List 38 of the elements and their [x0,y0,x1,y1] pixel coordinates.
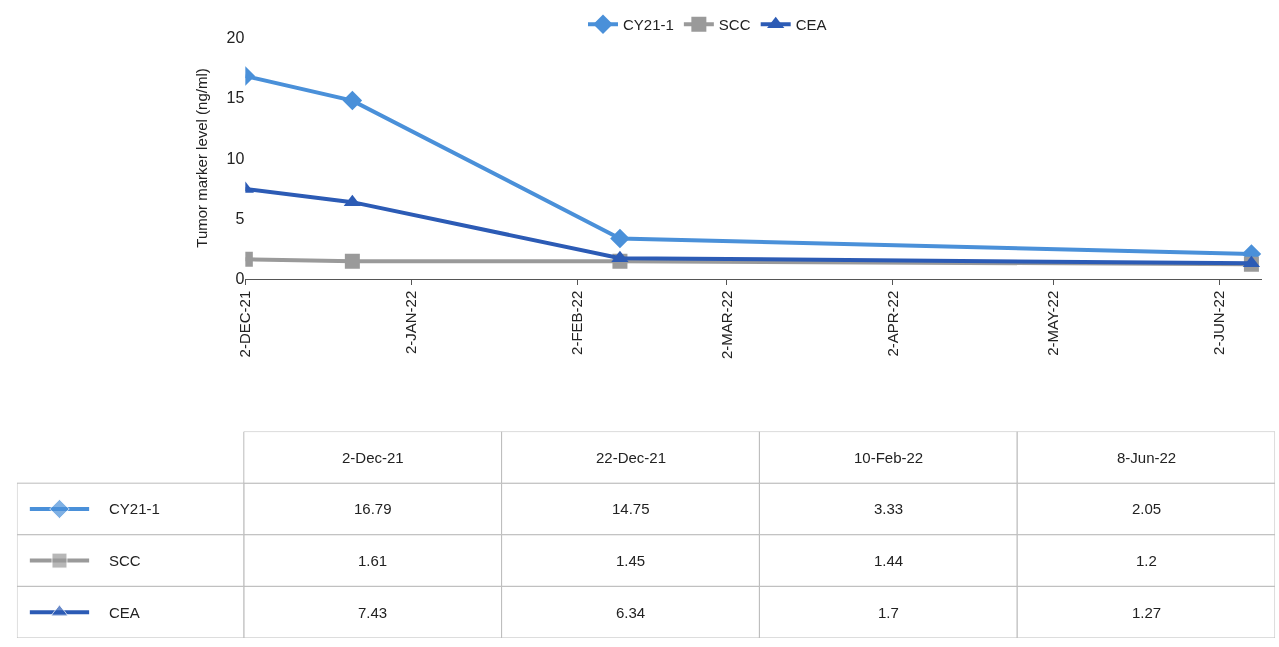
legend-label: CEA [795,16,827,34]
x-tick-label: 2-Dec-21 [342,449,404,466]
x-tick-label: 10-Feb-22 [854,449,924,466]
x-tick-label: 22-Dec-21 [596,449,667,466]
x-tick-label: 8-Jun-22 [1117,449,1177,466]
data-label: 3.33 [874,500,904,517]
y-tick-label: 5 [235,209,245,227]
y-tick-label: 20 [226,28,245,46]
data-label: 2.05 [1132,500,1162,517]
point [610,228,630,249]
data-label: 6.34 [616,604,646,621]
point [342,90,363,111]
data-label: 1.27 [1132,604,1162,621]
x-tick-label: 2-FEB-22 [568,290,585,355]
y-tick-label: 0 [235,270,245,288]
x-tick-label: 2-JAN-22 [402,290,420,355]
y-tick-label: CY21-1 [109,500,160,517]
x-tick-label: 2-MAR-22 [717,290,735,360]
y-tick-label: 15 [226,89,245,107]
x-tick-label: 2-DEC-21 [236,290,254,358]
x-tick-label: 2-JUN-22 [1210,290,1228,355]
data-label: 14.75 [612,500,650,517]
data-label: 1.61 [358,552,388,569]
y-tick-label: SCC [109,552,141,569]
point [344,253,360,269]
data-label: 1.45 [616,552,646,569]
legend-label: SCC [718,16,751,34]
x-tick-label: 2-MAY-22 [1044,290,1062,356]
data-label: 1.44 [874,552,904,569]
y-axis-title: Tumor marker level (ng/ml) [192,68,210,248]
y-tick-label: CEA [109,604,140,621]
y-tick-label: 10 [226,149,245,167]
x-tick-label: 2-APR-22 [883,290,901,357]
legend-label: CY21-1 [623,16,674,34]
data-label: 1.2 [1136,552,1157,569]
data-label: 16.79 [354,500,392,517]
data-label: 1.7 [878,604,899,621]
data-label: 7.43 [358,604,388,621]
